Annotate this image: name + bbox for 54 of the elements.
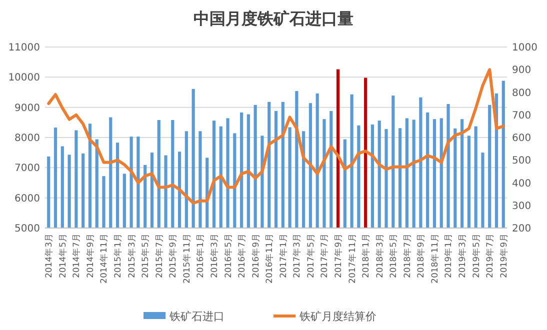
x-tick-label: 2018年11月: [429, 233, 440, 284]
line-series: [47, 68, 505, 205]
x-tick-label: 2014年3月: [44, 233, 55, 278]
x-tick-label: 2014年5月: [57, 233, 68, 278]
x-tick-label: 2018年7月: [402, 233, 413, 278]
y2-tick-label: 600: [512, 133, 532, 144]
x-tick-label: 2017年1月: [278, 233, 289, 278]
x-tick-label: 2016年5月: [222, 233, 234, 278]
y-tick-label: 10000: [8, 72, 40, 84]
x-tick-label: 2019年1月: [443, 233, 454, 278]
y-tick-label: 11000: [8, 42, 40, 54]
y-tick-label: 6000: [14, 193, 40, 204]
y-tick-label: 9000: [14, 102, 40, 114]
x-tick-label: 2017年5月: [305, 233, 316, 278]
x-tick-label: 2016年3月: [208, 233, 220, 278]
x-tick-label: 2019年7月: [484, 233, 496, 278]
x-tick-label: 2016年1月: [195, 233, 206, 278]
x-tick-label: 2018年1月: [360, 233, 372, 278]
legend-label: 铁矿月度结算价: [298, 310, 376, 323]
x-tick-label: 2019年9月: [498, 233, 510, 278]
x-tick-label: 2015年11月: [181, 233, 192, 284]
x-tick-label: 2019年3月: [457, 233, 468, 278]
x-tick-label: 2017年3月: [292, 233, 303, 278]
x-tick-label: 2015年7月: [154, 233, 165, 278]
x-tick-label: 2014年11月: [98, 233, 110, 284]
x-tick-label: 2017年7月: [319, 233, 330, 278]
x-tick-label: 2014年9月: [84, 233, 96, 278]
y2-tick-label: 300: [512, 200, 532, 212]
x-tick-label: 2015年1月: [112, 233, 124, 278]
chart-title: 中国月度铁矿石进口量: [194, 9, 354, 28]
y-tick-label: 5000: [14, 224, 40, 234]
y2-tick-label: 800: [512, 88, 532, 99]
x-tick-label: 2015年5月: [140, 233, 152, 278]
y2-tick-label: 900: [512, 65, 532, 76]
y2-tick-label: 400: [512, 178, 532, 190]
x-tick-label: 2019年5月: [470, 233, 482, 278]
x-tick-label: 2015年9月: [168, 233, 179, 278]
x-tick-label: 2018年9月: [416, 233, 427, 278]
x-tick-label: 2018年3月: [374, 233, 386, 278]
x-tick-label: 2014年7月: [71, 233, 82, 278]
y-tick-label: 7000: [14, 163, 40, 174]
y2-tick-label: 200: [512, 224, 532, 234]
x-tick-label: 2016年9月: [250, 233, 262, 278]
x-tick-label: 2018年5月: [388, 233, 400, 278]
y2-tick-label: 1000: [512, 42, 538, 54]
y-tick-label: 8000: [14, 133, 40, 144]
x-tick-label: 2016年11月: [264, 233, 276, 284]
y2-tick-label: 700: [512, 110, 532, 122]
x-tick-label: 2017年9月: [332, 233, 344, 278]
y2-tick-label: 500: [512, 156, 532, 167]
x-tick-label: 2015年3月: [126, 233, 138, 278]
x-tick-label: 2017年11月: [346, 233, 358, 284]
x-tick-label: 2016年7月: [236, 233, 248, 278]
legend-label: 铁矿石进口: [168, 310, 224, 323]
